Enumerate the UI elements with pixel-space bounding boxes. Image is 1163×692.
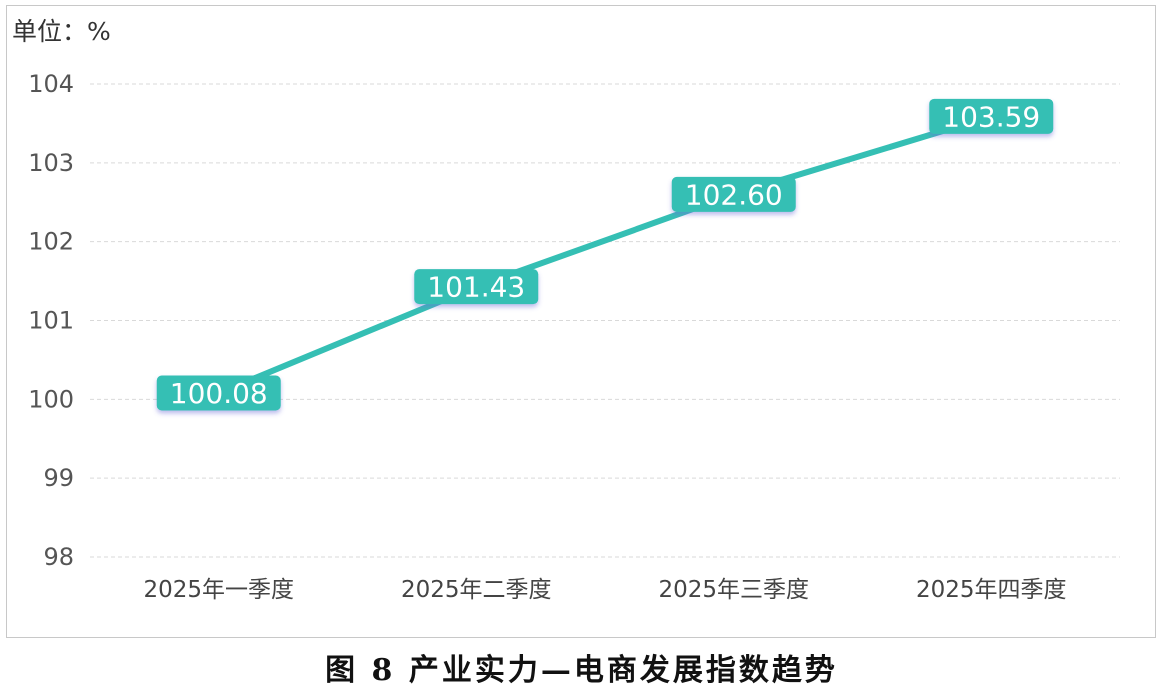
x-tick-label: 2025年三季度 [658, 577, 809, 603]
y-tick-label: 99 [43, 464, 74, 492]
data-label-text: 102.60 [685, 178, 783, 211]
data-label-box [929, 98, 1054, 134]
data-label: 102.60 [671, 176, 796, 212]
figure-caption: 图 8 产业实力—电商发展指数趋势 [325, 653, 838, 688]
y-tick-label: 100 [28, 385, 74, 413]
series-line [215, 113, 995, 397]
x-tick-labels: 2025年一季度 2025年二季度 2025年三季度 2025年四季度 [143, 577, 1066, 603]
data-label: 103.59 [929, 98, 1054, 134]
x-tick-label: 2025年四季度 [916, 577, 1067, 603]
data-label: 100.08 [156, 375, 281, 411]
data-label-box [414, 269, 539, 305]
unit-label: 单位：% [12, 17, 111, 46]
data-label-text: 100.08 [170, 377, 268, 410]
data-label-text: 101.43 [427, 271, 525, 304]
y-tick-labels: 98 99 100 101 102 103 104 [28, 70, 74, 571]
grid-lines [90, 83, 1120, 558]
y-tick-label: 101 [28, 307, 74, 335]
y-tick-label: 103 [28, 149, 74, 177]
y-tick-label: 98 [43, 543, 74, 571]
y-tick-label: 104 [28, 70, 74, 98]
series-line-path [215, 113, 995, 397]
data-label-box [156, 375, 281, 411]
x-tick-label: 2025年二季度 [401, 577, 552, 603]
data-label-text: 103.59 [942, 100, 1040, 133]
data-labels: 100.08 101.43 102.60 103.59 [156, 98, 1054, 411]
x-tick-label: 2025年一季度 [143, 577, 294, 603]
data-label: 101.43 [414, 269, 539, 305]
data-label-box [671, 176, 796, 212]
y-tick-label: 102 [28, 228, 74, 256]
